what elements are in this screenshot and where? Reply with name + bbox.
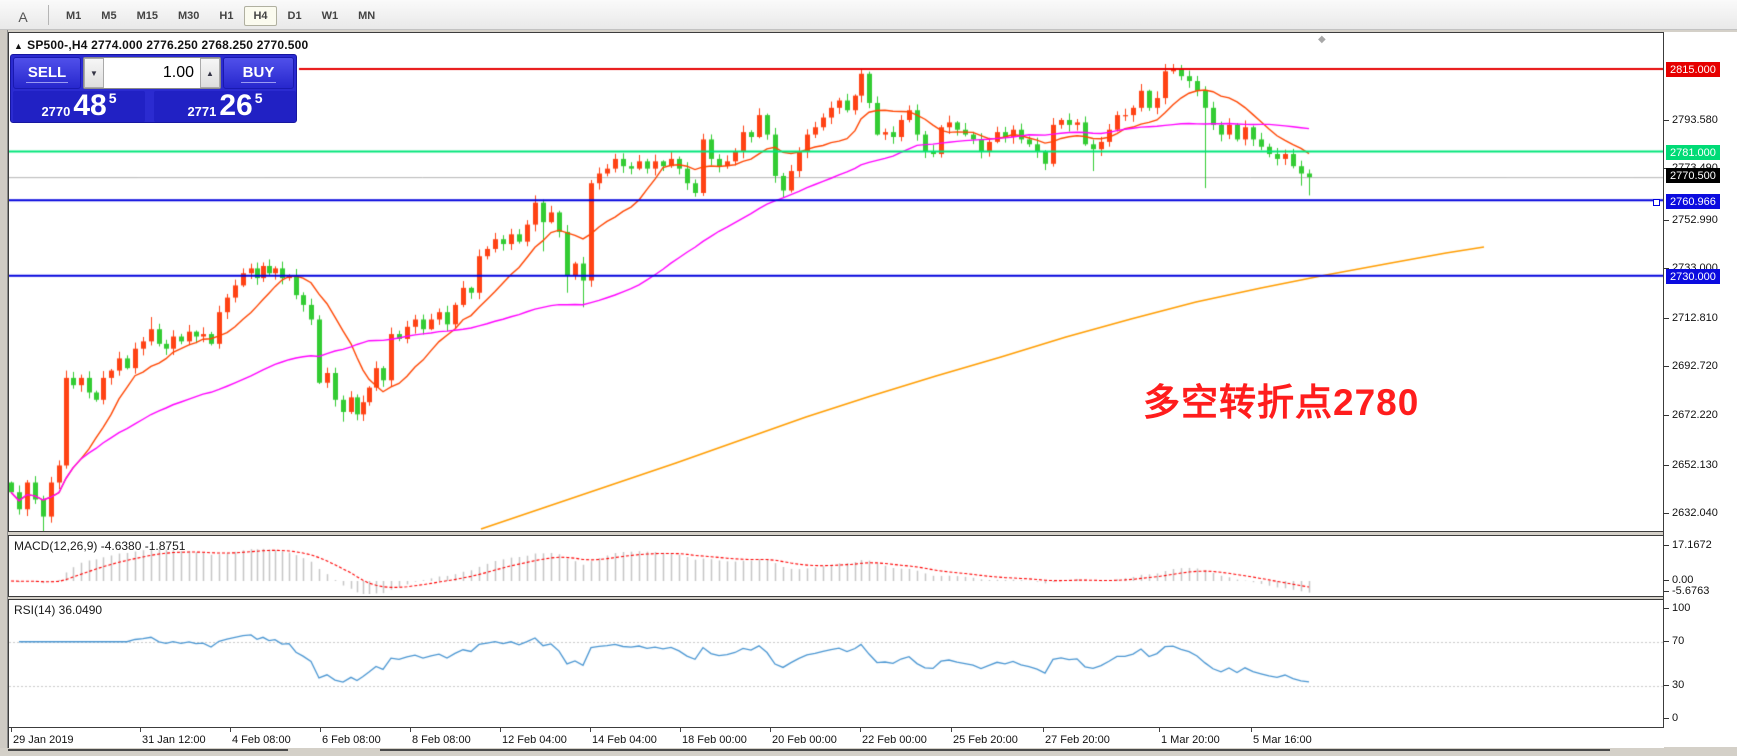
- indicator-axis-label: 0: [1664, 711, 1678, 725]
- collapse-triangle-icon[interactable]: ▲: [14, 41, 24, 51]
- time-tick: [500, 728, 501, 732]
- tab-timeframe-d1[interactable]: D1: [287, 9, 302, 22]
- indicator-axis-label: 70: [1664, 634, 1684, 648]
- price-axis-label: 2632.040: [1664, 506, 1718, 520]
- fibonacci-grid-icon[interactable]: ▦F: [8, 0, 38, 3]
- time-tick: [860, 728, 861, 732]
- time-axis-label: 12 Feb 04:00: [502, 734, 567, 746]
- price-axis-label: 2752.990: [1664, 213, 1718, 227]
- time-tick: [140, 728, 141, 732]
- volume-decrease-button[interactable]: ▼: [84, 58, 104, 88]
- chart-shift-marker-icon[interactable]: ◆: [1318, 34, 1326, 45]
- tab-timeframe-m30[interactable]: M30: [177, 9, 200, 22]
- tab-timeframe-h4[interactable]: H4: [244, 5, 277, 26]
- indicator-axis-label: -5.6763: [1664, 584, 1709, 598]
- toolbar-separator: [48, 4, 49, 25]
- indicator-axis-label: 0.00: [1664, 573, 1693, 587]
- time-axis-label: 6 Feb 08:00: [322, 734, 381, 746]
- indicator-axis-label: 17.1672: [1664, 538, 1712, 552]
- time-axis-label: 14 Feb 04:00: [592, 734, 657, 746]
- price-axis-label: 2793.580: [1664, 113, 1718, 127]
- lower-window-edge: [0, 748, 1737, 756]
- time-axis-label: 31 Jan 12:00: [142, 734, 206, 746]
- rsi-label: RSI(14) 36.0490: [14, 603, 103, 617]
- price-level-badge: 2760.966: [1666, 194, 1720, 209]
- time-tick: [680, 728, 681, 732]
- tab-timeframe-h1[interactable]: H1: [219, 9, 234, 22]
- time-axis-label: 18 Feb 00:00: [682, 734, 747, 746]
- price-level-badge: 2815.000: [1666, 62, 1720, 77]
- time-tick: [590, 728, 591, 732]
- rsi-canvas[interactable]: [9, 600, 1663, 727]
- time-tick: [230, 728, 231, 732]
- time-axis-label: 5 Mar 16:00: [1253, 734, 1312, 746]
- time-axis-label: 25 Feb 20:00: [953, 734, 1018, 746]
- indicator-axis-label: 100: [1664, 601, 1690, 615]
- indicator-axis-label: 30: [1664, 678, 1684, 692]
- time-axis-label: 22 Feb 00:00: [862, 734, 927, 746]
- price-axis-label: 2652.130: [1664, 458, 1718, 472]
- time-tick: [1251, 728, 1252, 732]
- text-tool-icon[interactable]: A: [18, 8, 28, 25]
- price-axis-label: 2712.810: [1664, 311, 1718, 325]
- tab-timeframe-w1[interactable]: W1: [321, 9, 339, 22]
- volume-increase-button[interactable]: ▲: [200, 58, 220, 88]
- time-tick: [11, 728, 12, 732]
- rsi-panel[interactable]: [8, 599, 1664, 728]
- window-left-edge: [0, 30, 8, 756]
- time-axis-label: 29 Jan 2019: [13, 734, 74, 746]
- price-axis-label: 2672.220: [1664, 408, 1718, 422]
- tab-timeframe-m15[interactable]: M15: [136, 9, 158, 22]
- macd-label: MACD(12,26,9) -4.6380 -1.8751: [14, 539, 186, 553]
- buy-price[interactable]: 2771 26 5: [154, 91, 296, 122]
- time-axis-label: 27 Feb 20:00: [1045, 734, 1110, 746]
- price-level-badge: 2781.000: [1666, 145, 1720, 160]
- tab-timeframe-m1[interactable]: M1: [66, 9, 82, 22]
- buy-button[interactable]: BUY: [223, 57, 294, 89]
- tab-timeframe-mn[interactable]: MN: [358, 9, 376, 22]
- sell-button[interactable]: SELL: [13, 57, 81, 89]
- price-axis-label: 2692.720: [1664, 359, 1718, 373]
- annotation-text: 多空转折点2780: [1143, 382, 1420, 423]
- time-tick: [1043, 728, 1044, 732]
- time-axis-label: 20 Feb 00:00: [772, 734, 837, 746]
- price-level-badge: 2770.500: [1666, 168, 1720, 183]
- time-tick: [1159, 728, 1160, 732]
- time-tick: [770, 728, 771, 732]
- chart-title: ▲ SP500-,H4 2774.000 2776.250 2768.250 27…: [14, 38, 309, 52]
- timeframe-group: M1 M5 M15 M30 H1 H4 D1 W1 MN: [57, 5, 386, 26]
- tab-timeframe-m5[interactable]: M5: [101, 9, 117, 22]
- price-level-badge: 2730.000: [1666, 269, 1720, 284]
- price-axis[interactable]: 2793.5802773.4902752.9902733.0002712.810…: [1663, 32, 1737, 747]
- time-tick: [320, 728, 321, 732]
- time-tick: [410, 728, 411, 732]
- time-axis-label: 8 Feb 08:00: [412, 734, 471, 746]
- macd-panel[interactable]: [8, 535, 1664, 597]
- time-axis-label: 1 Mar 20:00: [1161, 734, 1220, 746]
- line-handle-icon[interactable]: [1653, 199, 1660, 206]
- volume-input[interactable]: [104, 58, 200, 88]
- time-axis[interactable]: 29 Jan 2019 31 Jan 12:00 4 Feb 08:00 6 Feb …: [8, 728, 1664, 748]
- macd-canvas[interactable]: [9, 536, 1663, 596]
- main-chart-panel[interactable]: [8, 32, 1664, 532]
- time-tick: [951, 728, 952, 732]
- volume-box: ▼ ▲: [83, 57, 221, 89]
- sell-price[interactable]: 2770 48 5: [13, 91, 145, 122]
- time-axis-label: 4 Feb 08:00: [232, 734, 291, 746]
